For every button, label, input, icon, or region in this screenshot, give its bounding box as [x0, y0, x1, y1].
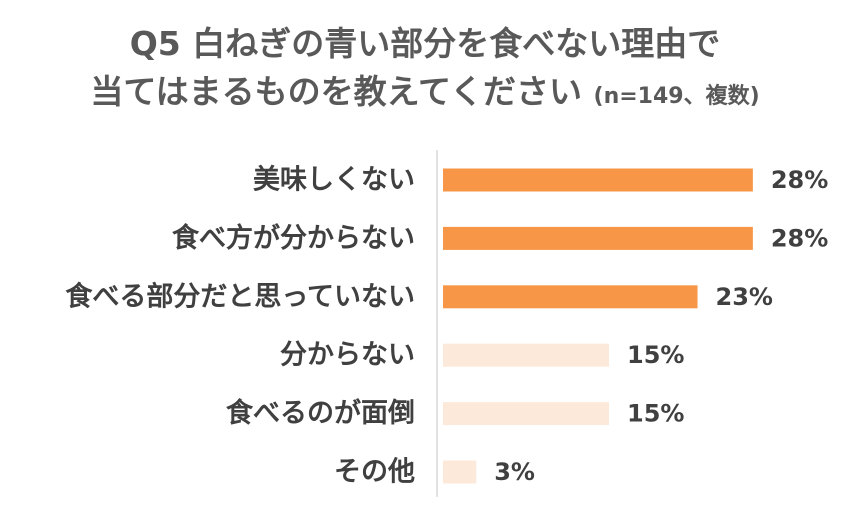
value-label: 28%: [771, 166, 828, 194]
value-label: 23%: [716, 283, 773, 311]
category-label: 分からない: [280, 340, 415, 371]
bar: [443, 343, 609, 367]
category-label: その他: [334, 457, 415, 488]
category-label: 食べるのが面倒: [226, 397, 415, 429]
chart-title-line-2: 当てはまるものを教えてください (n=149、複数): [0, 70, 850, 119]
value-label: 15%: [627, 400, 684, 428]
chart-title-text-1: Q5 白ねぎの青い部分を食べない理由で: [129, 24, 721, 63]
chart-sample-note: (n=149、複数): [593, 84, 760, 109]
value-label: 3%: [494, 458, 535, 486]
category-label: 食べる部分だと思っていない: [65, 280, 415, 312]
value-label: 28%: [771, 224, 828, 252]
bar: [443, 460, 477, 484]
bar: [443, 285, 698, 309]
category-label: 美味しくない: [253, 164, 415, 196]
value-label: 15%: [627, 341, 684, 369]
category-label: 食べ方が分からない: [172, 222, 415, 254]
bar: [443, 168, 753, 192]
chart-title-text-2: 当てはまるものを教えてください: [90, 72, 583, 111]
bar: [443, 402, 609, 426]
chart-title-line-1: Q5 白ねぎの青い部分を食べない理由で: [0, 22, 850, 66]
bar: [443, 226, 753, 250]
